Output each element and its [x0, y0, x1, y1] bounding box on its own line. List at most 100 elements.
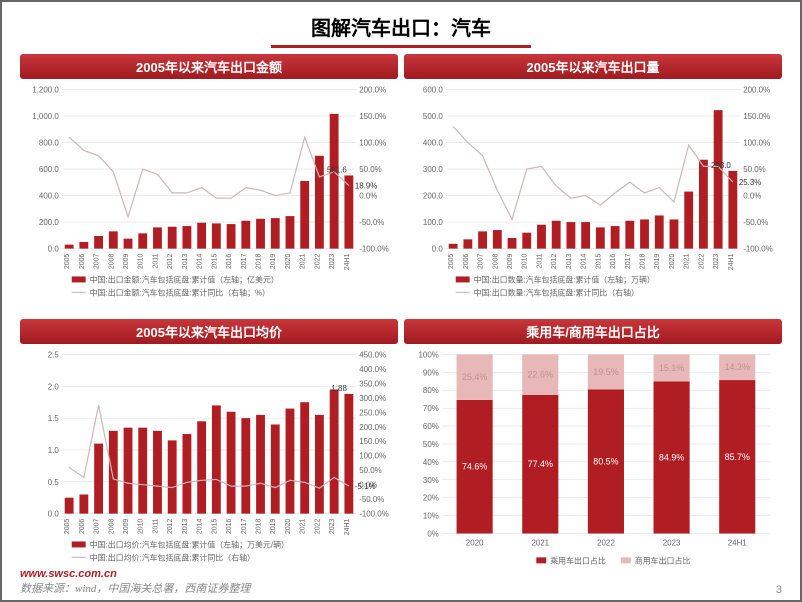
- svg-text:100.0: 100.0: [423, 218, 443, 227]
- panel-volume: 2005年以来汽车出口量 0.0100.0200.0300.0400.0500.…: [404, 54, 782, 313]
- svg-text:70%: 70%: [423, 404, 439, 413]
- svg-text:2020: 2020: [285, 518, 292, 534]
- svg-text:150.0%: 150.0%: [359, 437, 386, 446]
- svg-text:77.4%: 77.4%: [528, 459, 553, 469]
- svg-text:-100.0%: -100.0%: [743, 245, 773, 254]
- svg-text:中国:出口数量:汽车包括底盘:累计同比（右轴）: 中国:出口数量:汽车包括底盘:累计同比（右轴）: [474, 287, 639, 297]
- svg-text:80.5%: 80.5%: [593, 456, 618, 466]
- svg-text:-100.0%: -100.0%: [359, 245, 389, 254]
- svg-text:2015: 2015: [211, 253, 218, 269]
- svg-text:2007: 2007: [478, 253, 485, 269]
- svg-text:80%: 80%: [423, 386, 439, 395]
- svg-text:2005: 2005: [64, 253, 71, 269]
- svg-text:2018: 2018: [640, 253, 647, 269]
- svg-text:25.4%: 25.4%: [462, 372, 487, 382]
- svg-text:2008: 2008: [108, 253, 115, 269]
- svg-text:2023: 2023: [329, 518, 336, 534]
- svg-text:2018: 2018: [256, 518, 263, 534]
- svg-text:450.0%: 450.0%: [359, 350, 386, 359]
- svg-text:2016: 2016: [226, 518, 233, 534]
- panel-amount: 2005年以来汽车出口金额 0.0200.0400.0600.0800.01,0…: [20, 54, 398, 313]
- svg-text:2023: 2023: [713, 253, 720, 269]
- svg-text:2019: 2019: [270, 253, 277, 269]
- svg-text:15.1%: 15.1%: [659, 363, 684, 373]
- chart-grid: 2005年以来汽车出口金额 0.0200.0400.0600.0800.01,0…: [20, 54, 782, 554]
- svg-text:2016: 2016: [610, 253, 617, 269]
- svg-text:乘用车出口占比: 乘用车出口占比: [550, 555, 606, 565]
- svg-text:商用车出口占比: 商用车出口占比: [635, 555, 691, 565]
- svg-text:10%: 10%: [423, 511, 439, 520]
- svg-text:0.0%: 0.0%: [743, 192, 761, 201]
- footer-source: 数据来源：wind，中国海关总署，西南证券整理: [20, 580, 250, 596]
- svg-text:2022: 2022: [597, 538, 615, 547]
- svg-text:2019: 2019: [654, 253, 661, 269]
- svg-text:中国:出口数量:汽车包括底盘:累计值（左轴；万辆）: 中国:出口数量:汽车包括底盘:累计值（左轴；万辆）: [474, 274, 655, 284]
- svg-text:200.0%: 200.0%: [359, 85, 386, 94]
- svg-text:1,000.0: 1,000.0: [32, 112, 59, 121]
- svg-text:2021: 2021: [684, 253, 691, 269]
- svg-text:-5.1%: -5.1%: [355, 482, 376, 491]
- svg-text:2.0: 2.0: [48, 382, 60, 391]
- svg-text:0.0: 0.0: [432, 245, 444, 254]
- svg-text:-50.0%: -50.0%: [359, 495, 384, 504]
- svg-text:2005: 2005: [448, 253, 455, 269]
- svg-text:90%: 90%: [423, 368, 439, 377]
- svg-text:2012: 2012: [551, 253, 558, 269]
- svg-text:2005: 2005: [64, 518, 71, 534]
- svg-text:中国:出口金额:汽车包括底盘:累计值（左轴；亿美元）: 中国:出口金额:汽车包括底盘:累计值（左轴；亿美元）: [90, 274, 279, 284]
- svg-text:600.0: 600.0: [39, 165, 59, 174]
- svg-text:2010: 2010: [138, 253, 145, 269]
- svg-text:2011: 2011: [536, 253, 543, 268]
- svg-text:551.6: 551.6: [327, 165, 347, 174]
- svg-text:19.5%: 19.5%: [593, 367, 618, 377]
- svg-text:2009: 2009: [123, 518, 130, 534]
- svg-text:74.6%: 74.6%: [462, 461, 487, 471]
- svg-text:350.0%: 350.0%: [359, 379, 386, 388]
- svg-text:40%: 40%: [423, 458, 439, 467]
- svg-text:2019: 2019: [270, 518, 277, 534]
- svg-text:2020: 2020: [285, 253, 292, 269]
- svg-text:-100.0%: -100.0%: [359, 509, 389, 518]
- page-number: 3: [776, 584, 782, 596]
- svg-text:100.0%: 100.0%: [359, 452, 386, 461]
- svg-text:-50.0%: -50.0%: [743, 218, 768, 227]
- svg-text:2014: 2014: [197, 518, 204, 534]
- svg-text:2014: 2014: [581, 253, 588, 269]
- svg-text:2013: 2013: [182, 253, 189, 269]
- svg-text:600.0: 600.0: [423, 85, 443, 94]
- svg-text:2023: 2023: [329, 253, 336, 269]
- svg-text:100.0%: 100.0%: [359, 138, 386, 147]
- svg-text:60%: 60%: [423, 422, 439, 431]
- svg-text:50.0%: 50.0%: [743, 165, 766, 174]
- svg-text:2007: 2007: [94, 253, 101, 269]
- svg-text:100.0%: 100.0%: [743, 138, 770, 147]
- panel-header-1: 2005年以来汽车出口金额: [20, 54, 398, 79]
- chart-4: 0%10%20%30%40%50%60%70%80%90%100%74.6%25…: [404, 344, 782, 578]
- svg-text:22.6%: 22.6%: [528, 369, 553, 379]
- svg-text:0%: 0%: [427, 529, 438, 538]
- svg-text:中国:出口金额:汽车包括底盘:累计同比（右轴；%）: 中国:出口金额:汽车包括底盘:累计同比（右轴；%）: [90, 287, 270, 297]
- svg-text:200.0%: 200.0%: [359, 423, 386, 432]
- svg-text:2021: 2021: [531, 538, 549, 547]
- svg-text:2011: 2011: [152, 518, 159, 533]
- svg-text:2022: 2022: [698, 253, 705, 269]
- svg-text:2010: 2010: [138, 518, 145, 534]
- svg-text:中国:出口均价:汽车包括底盘:累计值（左轴；万美元/辆）: 中国:出口均价:汽车包括底盘:累计值（左轴；万美元/辆）: [90, 539, 289, 549]
- svg-text:2017: 2017: [241, 518, 248, 534]
- panel-header-3: 2005年以来汽车出口均价: [20, 319, 398, 344]
- svg-text:中国:出口均价:汽车包括底盘:累计同比（右轴）: 中国:出口均价:汽车包括底盘:累计同比（右轴）: [90, 552, 255, 562]
- svg-text:1.0: 1.0: [48, 446, 60, 455]
- svg-text:2023: 2023: [663, 538, 681, 547]
- svg-text:300.0%: 300.0%: [359, 394, 386, 403]
- svg-text:1.88: 1.88: [331, 384, 347, 393]
- svg-text:2016: 2016: [226, 253, 233, 269]
- svg-text:30%: 30%: [423, 476, 439, 485]
- footer-url: www.swsc.com.cn: [20, 568, 250, 580]
- svg-text:2017: 2017: [625, 253, 632, 269]
- svg-text:2021: 2021: [300, 253, 307, 269]
- svg-text:150.0%: 150.0%: [359, 112, 386, 121]
- svg-text:293.0: 293.0: [711, 161, 731, 170]
- svg-text:2010: 2010: [522, 253, 529, 269]
- page-title: 图解汽车出口：汽车: [271, 12, 531, 48]
- svg-text:2022: 2022: [314, 253, 321, 269]
